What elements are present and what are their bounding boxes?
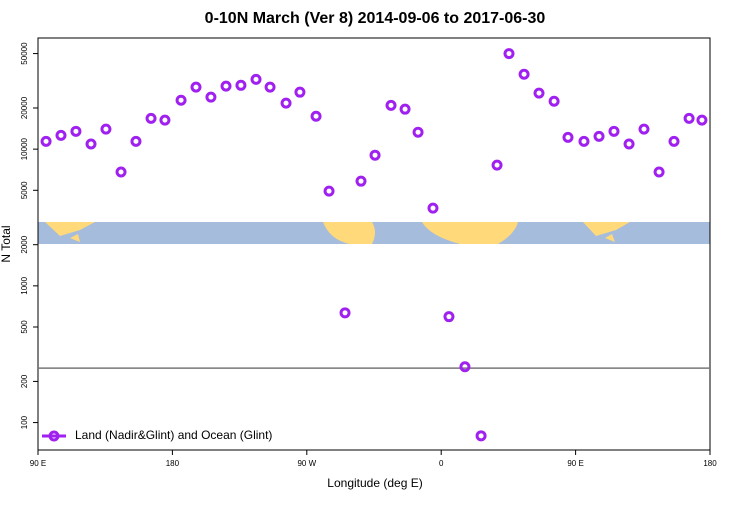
point xyxy=(339,307,351,319)
point xyxy=(518,68,530,80)
point xyxy=(503,48,515,60)
x-axis-label: Longitude (deg E) xyxy=(327,476,422,490)
y-axis-label: N Total xyxy=(0,225,13,262)
y-tick-label: 50000 xyxy=(20,42,29,65)
chart-title: 0-10N March (Ver 8) 2014-09-06 to 2017-0… xyxy=(205,10,546,27)
point xyxy=(668,135,680,147)
point xyxy=(533,87,545,99)
point xyxy=(280,97,292,109)
point xyxy=(175,94,187,106)
point xyxy=(623,138,635,150)
y-tick-label: 200 xyxy=(20,374,29,388)
point xyxy=(130,135,142,147)
point xyxy=(250,73,262,85)
point xyxy=(593,130,605,142)
point xyxy=(40,135,52,147)
x-tick-label: 0 xyxy=(439,459,444,468)
point xyxy=(638,123,650,135)
point xyxy=(115,166,127,178)
y-tick-label: 2000 xyxy=(20,235,29,253)
point xyxy=(369,149,381,161)
y-tick-label: 500 xyxy=(20,320,29,334)
legend-marker xyxy=(48,430,60,442)
y-tick-label: 10000 xyxy=(20,137,29,160)
point xyxy=(683,112,695,124)
point xyxy=(85,138,97,150)
point xyxy=(70,125,82,137)
point xyxy=(159,114,171,126)
point xyxy=(696,114,708,126)
y-tick-label: 5000 xyxy=(20,181,29,199)
x-tick-label: 180 xyxy=(703,459,717,468)
point xyxy=(323,185,335,197)
x-tick-label: 90 W xyxy=(297,459,316,468)
y-tick-label: 20000 xyxy=(20,96,29,119)
point xyxy=(412,126,424,138)
point xyxy=(491,159,503,171)
point xyxy=(100,123,112,135)
point xyxy=(145,112,157,124)
point xyxy=(562,131,574,143)
point xyxy=(653,166,665,178)
x-tick-label: 180 xyxy=(166,459,180,468)
x-tick-label: 90 E xyxy=(30,459,46,468)
plot-frame xyxy=(37,37,711,451)
point xyxy=(475,430,487,442)
point xyxy=(548,95,560,107)
legend-label: Land (Nadir&Glint) and Ocean (Glint) xyxy=(75,428,272,442)
point xyxy=(294,86,306,98)
point xyxy=(355,175,367,187)
point xyxy=(55,129,67,141)
map-band xyxy=(38,222,710,244)
point xyxy=(459,361,471,373)
y-tick-label: 1000 xyxy=(20,276,29,294)
point xyxy=(190,81,202,93)
point xyxy=(399,103,411,115)
y-tick-label: 100 xyxy=(20,415,29,429)
point xyxy=(205,91,217,103)
point xyxy=(443,311,455,323)
x-tick-label: 90 E xyxy=(567,459,583,468)
point xyxy=(578,135,590,147)
point xyxy=(264,81,276,93)
point xyxy=(310,110,322,122)
point xyxy=(220,80,232,92)
point xyxy=(427,202,439,214)
point xyxy=(235,79,247,91)
point xyxy=(608,125,620,137)
point xyxy=(385,99,397,111)
